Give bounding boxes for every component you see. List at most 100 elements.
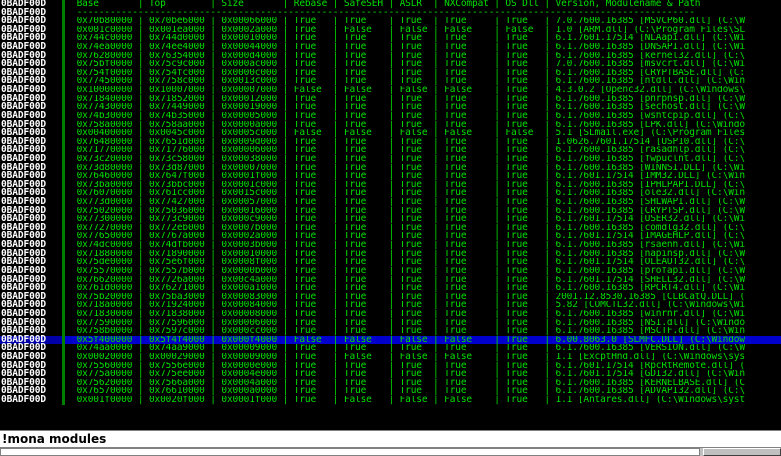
log-row[interactable]: 0BADF00D 0x71770000 | 0x71776000 | 0x000…	[0, 145, 781, 155]
log-row[interactable]: 0BADF00D 0x73d80000 | 0x73d87000 | 0x000…	[0, 163, 781, 173]
log-row[interactable]: 0BADF00D 0x00020000 | 0x00029000 | 0x000…	[0, 352, 781, 362]
log-row[interactable]: 0BADF00D 0x758a0000 | 0x758aa000 | 0x000…	[0, 119, 781, 130]
log-row[interactable]: 0BADF00D 0x75b20000 | 0x75ba3000 | 0x000…	[0, 292, 781, 302]
log-row[interactable]: 0BADF00D 0x754f0000 | 0x754fc000 | 0x000…	[0, 68, 781, 78]
log-row[interactable]: 0BADF00D 0x5f400000 | 0x5f4f4000 | 0x000…	[0, 335, 781, 345]
log-row[interactable]: 0BADF00D 0x74aa0000 | 0x74aa9000 | 0x000…	[0, 343, 781, 353]
log-row-address: 0BADF00D	[0, 180, 62, 190]
log-row[interactable]: 0BADF00D 0x70b80000 | 0x70be6000 | 0x000…	[0, 16, 781, 26]
log-row[interactable]: 0BADF00D 0x75bf0000 | 0x75c9c000 | 0x000…	[0, 59, 781, 69]
log-row[interactable]: 0BADF00D 0x10000000 | 0x10007000 | 0x000…	[0, 85, 781, 95]
log-row-message: 0x70b80000 | 0x70be6000 | 0x00066000 | T…	[65, 17, 781, 26]
log-row[interactable]: 0BADF00D 0x775a0000 | 0x775ee000 | 0x000…	[0, 369, 781, 379]
log-column-divider	[62, 25, 65, 35]
log-column-divider	[62, 163, 65, 173]
log-row[interactable]: 0BADF00D -------------------------------…	[0, 8, 781, 18]
log-row[interactable]: 0BADF00D 0x74ea0000 | 0x74ee4000 | 0x000…	[0, 42, 781, 52]
log-row-address: 0BADF00D	[0, 42, 62, 52]
log-column-divider	[62, 206, 65, 216]
log-row-message: 0x71880000 | 0x71890000 | 0x00010000 | T…	[65, 249, 781, 259]
log-pane[interactable]: 0BADF00D -------------------------------…	[0, 0, 781, 430]
log-column-divider	[62, 301, 65, 310]
log-row[interactable]: 0BADF00D 0x001c0000 | 0x001ea000 | 0x000…	[0, 25, 781, 35]
log-row-address: 0BADF00D	[0, 206, 62, 216]
log-row-address: 0BADF00D	[0, 68, 62, 78]
log-row-address: 0BADF00D	[0, 318, 62, 328]
log-column-divider	[62, 180, 65, 190]
log-row[interactable]: 0BADF00D 0x76280000 | 0x76354000 | 0x000…	[0, 51, 781, 61]
log-row[interactable]: 0BADF00D 0x71830000 | 0x71838000 | 0x000…	[0, 309, 781, 319]
log-row[interactable]: 0BADF00D 0x001f0000 | 0x0020f000 | 0x000…	[0, 395, 781, 405]
log-row[interactable]: 0BADF00D 0x77270000 | 0x772eb000 | 0x000…	[0, 223, 781, 233]
log-row-message: 0x71830000 | 0x71838000 | 0x00008000 | T…	[65, 309, 781, 319]
log-row[interactable]: 0BADF00D 0x74dc0000 | 0x74dfb000 | 0x000…	[0, 240, 781, 250]
log-row[interactable]: 0BADF00D 0x75de0000 | 0x75e6f000 | 0x000…	[0, 257, 781, 267]
command-input[interactable]	[0, 448, 700, 456]
log-row[interactable]: 0BADF00D 0x773d0000 | 0x77427000 | 0x000…	[0, 197, 781, 207]
command-bar[interactable]	[0, 448, 781, 456]
log-row-address: 0BADF00D	[0, 16, 62, 26]
log-column-divider	[62, 215, 65, 224]
log-row[interactable]: 0BADF00D 0x76480000 | 0x7651d000 | 0x000…	[0, 137, 781, 147]
log-row[interactable]: 0BADF00D 0x77300000 | 0x773c9000 | 0x000…	[0, 214, 781, 224]
log-row[interactable]: 0BADF00D 0x761d0000 | 0x76271000 | 0x000…	[0, 283, 781, 293]
log-row[interactable]: 0BADF00D 0x75570000 | 0x7557b000 | 0x000…	[0, 266, 781, 276]
log-row[interactable]: 0BADF00D 0x744c0000 | 0x744d0000 | 0x000…	[0, 33, 781, 44]
command-run-button[interactable]	[703, 448, 781, 456]
log-column-divider	[62, 51, 65, 61]
log-row[interactable]: 0BADF00D 0x73ba0000 | 0x73bbc000 | 0x000…	[0, 180, 781, 190]
log-row-message: 0x001c0000 | 0x001ea000 | 0x0002a000 | T…	[65, 25, 781, 35]
log-row[interactable]: 0BADF00D 0x00400000 | 0x0045c000 | 0x000…	[0, 128, 781, 138]
log-row-message: 0x73ba0000 | 0x73bbc000 | 0x0001c000 | T…	[65, 180, 781, 190]
log-row[interactable]: 0BADF00D 0x77450000 | 0x7758c000 | 0x001…	[0, 76, 781, 87]
log-row[interactable]: 0BADF00D 0x76070000 | 0x761cc000 | 0x001…	[0, 188, 781, 199]
log-column-divider	[62, 8, 65, 18]
log-row-message: 0x77270000 | 0x772eb000 | 0x0007b000 | T…	[65, 223, 781, 233]
log-row[interactable]: 0BADF00D 0x75560000 | 0x7556e000 | 0x000…	[0, 361, 781, 371]
log-column-divider	[62, 0, 65, 9]
log-row-address: 0BADF00D	[0, 231, 62, 242]
log-column-divider	[62, 258, 65, 267]
log-row[interactable]: 0BADF00D 0x76570000 | 0x76610000 | 0x000…	[0, 386, 781, 397]
status-bar: !mona modules	[0, 430, 781, 448]
status-text: !mona modules	[2, 432, 107, 446]
log-column-divider	[62, 275, 65, 285]
log-row[interactable]: 0BADF00D 0x758b0000 | 0x7597c000 | 0x000…	[0, 326, 781, 336]
log-column-divider	[62, 266, 65, 276]
log-row[interactable]: 0BADF00D 0x76620000 | 0x7726a000 | 0x00c…	[0, 274, 781, 285]
log-row-address: 0BADF00D	[0, 25, 62, 35]
log-row[interactable]: 0BADF00D 0x77590000 | 0x77596000 | 0x000…	[0, 318, 781, 328]
log-row[interactable]: 0BADF00D 0x71880000 | 0x71890000 | 0x000…	[0, 249, 781, 259]
log-row[interactable]: 0BADF00D 0x71840000 | 0x71852000 | 0x000…	[0, 94, 781, 104]
log-row-message: 0x71770000 | 0x71776000 | 0x00006000 | T…	[65, 146, 781, 155]
log-row[interactable]: 0BADF00D 0x718a0000 | 0x71924000 | 0x000…	[0, 300, 781, 310]
log-row-address: 0BADF00D	[0, 257, 62, 267]
log-row-address: 0BADF00D	[0, 335, 62, 345]
log-row-message: 0x773d0000 | 0x77427000 | 0x00057000 | T…	[65, 198, 781, 207]
log-column-divider	[62, 344, 65, 353]
log-column-divider	[62, 387, 65, 397]
log-row-message: 0x718a0000 | 0x71924000 | 0x00084000 | T…	[65, 301, 781, 310]
log-column-divider	[62, 103, 65, 112]
log-row-message: 0x75bf0000 | 0x75c9c000 | 0x000ac000 | T…	[65, 60, 781, 69]
log-row-address: 0BADF00D	[0, 94, 62, 104]
log-row[interactable]: 0BADF00D 0x74b30000 | 0x74b35000 | 0x000…	[0, 111, 781, 121]
log-row[interactable]: 0BADF00D 0x77650000 | 0x7767a000 | 0x000…	[0, 231, 781, 242]
log-row[interactable]: 0BADF00D 0x73c20000 | 0x73c58000 | 0x000…	[0, 154, 781, 164]
log-row-address: 0BADF00D	[0, 102, 62, 112]
log-row[interactable]: 0BADF00D 0x75020000 | 0x75036000 | 0x000…	[0, 206, 781, 216]
log-row[interactable]: 0BADF00D 0x77430000 | 0x77449000 | 0x000…	[0, 102, 781, 112]
log-row-message: 0x10000000 | 0x10007000 | 0x00007000 | F…	[65, 86, 781, 95]
log-row[interactable]: 0BADF00D 0x75620000 | 0x7566a000 | 0x000…	[0, 378, 781, 388]
log-row-address: 0BADF00D	[0, 309, 62, 319]
log-row-address: 0BADF00D	[0, 352, 62, 362]
log-row-list: 0BADF00D -------------------------------…	[0, 0, 781, 405]
log-row-message: 0x71840000 | 0x71852000 | 0x00012000 | T…	[65, 94, 781, 104]
log-row[interactable]: 0BADF00D 0x76460000 | 0x7647f000 | 0x000…	[0, 171, 781, 181]
log-row-address: 0BADF00D	[0, 326, 62, 336]
log-row-message: 0x5f400000 | 0x5f4f4000 | 0x000f4000 | F…	[65, 335, 781, 345]
log-row[interactable]: 0BADF00D Base | Top | Size | Rebase | Sa…	[0, 0, 781, 9]
log-column-divider	[62, 249, 65, 259]
log-column-divider	[62, 318, 65, 328]
log-column-divider	[62, 189, 65, 199]
